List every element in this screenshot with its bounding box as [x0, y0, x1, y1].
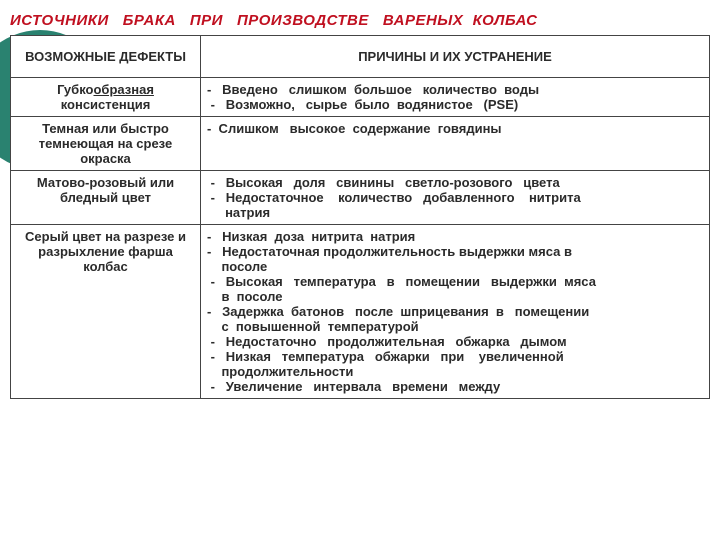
cause-line: - Низкая температура обжарки при увеличе… [207, 349, 703, 364]
causes-cell: - Введено слишком большое количество вод… [201, 78, 710, 117]
cause-line: - Введено слишком большое количество вод… [207, 82, 703, 97]
cause-line: - Увеличение интервала времени между [207, 379, 703, 394]
header-causes: ПРИЧИНЫ И ИХ УСТРАНЕНИЕ [201, 36, 710, 78]
table-row: Серый цвет на разрезе и разрыхление фарш… [11, 225, 710, 399]
cause-line: натрия [207, 205, 703, 220]
page-title: ИСТОЧНИКИ БРАКА ПРИ ПРОИЗВОДСТВЕ ВАРЕНЫХ… [0, 0, 720, 35]
cause-line: - Высокая доля свинины светло-розового ц… [207, 175, 703, 190]
defect-cell: Матово-розовый или бледный цвет [11, 171, 201, 225]
cause-line: - Недостаточно продолжительная обжарка д… [207, 334, 703, 349]
cause-line: с повышенной температурой [207, 319, 703, 334]
defect-cell: Темная или быстро темнеющая на срезе окр… [11, 117, 201, 171]
cause-line: - Возможно, сырье было водянистое (PSE) [207, 97, 703, 112]
defect-text: Матово-розовый или бледный цвет [37, 175, 174, 205]
defect-cell: Губкообразная консистенция [11, 78, 201, 117]
causes-cell: - Слишком высокое содержание говядины [201, 117, 710, 171]
header-defects: ВОЗМОЖНЫЕ ДЕФЕКТЫ [11, 36, 201, 78]
defect-cell: Серый цвет на разрезе и разрыхление фарш… [11, 225, 201, 399]
causes-cell: - Низкая доза нитрита натрия - Недостато… [201, 225, 710, 399]
defect-text-underlined: образная [93, 82, 153, 97]
cause-line: - Высокая температура в помещении выдерж… [207, 274, 703, 289]
cause-line: посоле [207, 259, 703, 274]
cause-line: - Недостаточное количество добавленного … [207, 190, 703, 205]
cause-line: - Низкая доза нитрита натрия [207, 229, 703, 244]
table-header-row: ВОЗМОЖНЫЕ ДЕФЕКТЫ ПРИЧИНЫ И ИХ УСТРАНЕНИ… [11, 36, 710, 78]
cause-line: - Недостаточная продолжительность выдерж… [207, 244, 703, 259]
defects-table: ВОЗМОЖНЫЕ ДЕФЕКТЫ ПРИЧИНЫ И ИХ УСТРАНЕНИ… [10, 35, 710, 399]
cause-line: - Задержка батонов после шприцевания в п… [207, 304, 703, 319]
table-row: Темная или быстро темнеющая на срезе окр… [11, 117, 710, 171]
defect-text: Серый цвет на разрезе и разрыхление фарш… [25, 229, 186, 274]
table-row: Губкообразная консистенция - Введено сли… [11, 78, 710, 117]
cause-line: продолжительности [207, 364, 703, 379]
defect-text-line2: консистенция [61, 97, 151, 112]
cause-line: в посоле [207, 289, 703, 304]
defect-text: Темная или быстро темнеющая на срезе окр… [39, 121, 172, 166]
table-row: Матово-розовый или бледный цвет - Высока… [11, 171, 710, 225]
causes-cell: - Высокая доля свинины светло-розового ц… [201, 171, 710, 225]
cause-line: - Слишком высокое содержание говядины [207, 121, 703, 136]
defect-text-prefix: Губко [57, 82, 93, 97]
